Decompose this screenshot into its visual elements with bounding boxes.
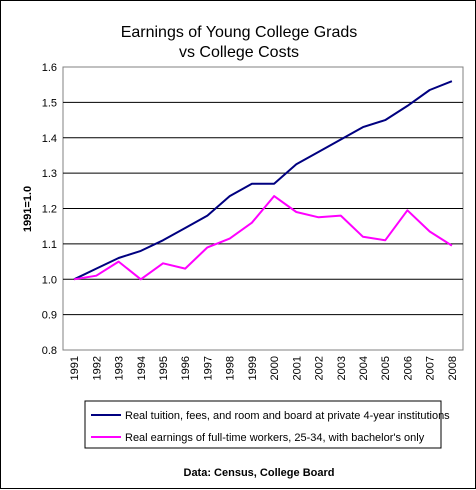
x-tick-labels: 1991 1992 1993 1994 1995 1996 1997 1998 1999 2000… bbox=[69, 356, 459, 380]
grid-lines bbox=[63, 101, 463, 316]
y-axis-title: 1991=1.0 bbox=[22, 186, 34, 232]
chart-title-line-1: Earnings of Young College Grads bbox=[121, 24, 358, 41]
x-tick-label: 2007 bbox=[425, 356, 437, 380]
y-tick-label: 1.6 bbox=[42, 62, 57, 74]
x-tick-label: 2001 bbox=[291, 356, 303, 380]
y-tick-label: 1.5 bbox=[42, 97, 57, 109]
x-tick-label: 1994 bbox=[136, 356, 148, 380]
x-tick-label: 1999 bbox=[247, 356, 259, 380]
x-tick-label: 1996 bbox=[180, 356, 192, 380]
x-tick-label: 1992 bbox=[91, 356, 103, 380]
y-tick-label: 1.1 bbox=[42, 239, 57, 251]
x-tick-label: 2003 bbox=[336, 356, 348, 380]
chart-title-line-2: vs College Costs bbox=[179, 44, 299, 61]
legend-label-tuition: Real tuition, fees, and room and board a… bbox=[125, 410, 450, 422]
x-tick-label: 2004 bbox=[358, 356, 370, 380]
series-line-tuition bbox=[73, 80, 453, 281]
x-tick-label: 1998 bbox=[225, 356, 237, 380]
y-tick-label: 1.2 bbox=[42, 204, 57, 216]
y-tick-labels: 0.8 0.9 1.0 1.1 1.2 1.3 1.4 1.5 1.6 bbox=[42, 62, 57, 357]
y-tick-label: 0.8 bbox=[42, 345, 57, 357]
x-tick-label: 2002 bbox=[314, 356, 326, 380]
x-tick-label: 2000 bbox=[269, 356, 281, 380]
series-lines bbox=[73, 80, 453, 281]
y-tick-label: 1.4 bbox=[42, 133, 57, 145]
y-tick-label: 1.0 bbox=[42, 274, 57, 286]
legend-label-earnings: Real earnings of full-time workers, 25-3… bbox=[125, 432, 425, 444]
x-tick-label: 2008 bbox=[447, 356, 459, 380]
x-tick-label: 1991 bbox=[69, 356, 81, 380]
y-tick-label: 1.3 bbox=[42, 168, 57, 180]
series-line-earnings bbox=[73, 195, 453, 281]
source-note: Data: Census, College Board bbox=[184, 467, 335, 479]
x-tick-label: 1995 bbox=[158, 356, 170, 380]
legend-box bbox=[84, 400, 442, 449]
x-tick-label: 2005 bbox=[380, 356, 392, 380]
x-tick-label: 2006 bbox=[402, 356, 414, 380]
x-tick-label: 1993 bbox=[114, 356, 126, 380]
x-tick-label: 1997 bbox=[202, 356, 214, 380]
y-tick-label: 0.9 bbox=[42, 310, 57, 322]
